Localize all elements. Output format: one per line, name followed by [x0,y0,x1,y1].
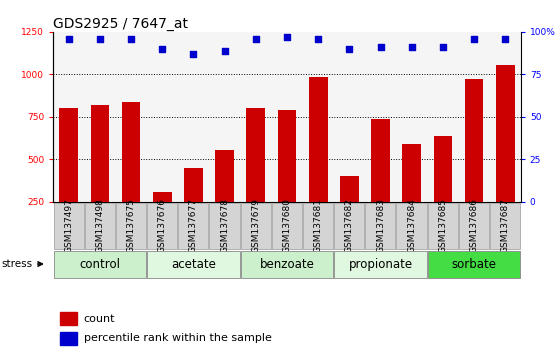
Bar [459,32,489,202]
Text: control: control [80,257,120,270]
Bar [427,32,459,202]
Text: GSM137677: GSM137677 [189,198,198,253]
Text: GSM137682: GSM137682 [345,198,354,253]
Point [345,46,354,52]
Text: GSM137680: GSM137680 [282,198,292,253]
Point [95,36,104,41]
FancyBboxPatch shape [85,203,115,249]
Text: GSM137676: GSM137676 [158,198,167,253]
Bar [365,32,396,202]
Point [438,44,447,50]
Point [282,34,291,40]
Point [127,36,136,41]
Bar [60,332,77,345]
Text: sorbate: sorbate [451,257,497,270]
Bar [60,313,77,325]
Text: GSM137681: GSM137681 [314,198,323,253]
Bar [178,32,209,202]
Bar [340,176,359,202]
FancyBboxPatch shape [241,203,271,249]
Bar [240,32,272,202]
FancyBboxPatch shape [428,203,458,249]
Text: acetate: acetate [171,257,216,270]
Bar [184,168,203,202]
Bar [489,32,521,202]
Bar [59,108,78,202]
Text: GSM137684: GSM137684 [407,198,416,253]
FancyBboxPatch shape [396,203,427,249]
Text: benzoate: benzoate [260,257,314,270]
Text: GSM137497: GSM137497 [64,198,73,253]
FancyBboxPatch shape [209,203,240,249]
Bar [278,110,296,202]
FancyBboxPatch shape [428,251,520,279]
Bar [465,79,483,202]
Bar [246,108,265,202]
Bar [91,105,109,202]
Point [189,51,198,57]
FancyBboxPatch shape [334,251,427,279]
Bar [334,32,365,202]
Bar [496,65,515,202]
Point [376,44,385,50]
FancyBboxPatch shape [54,203,84,249]
Text: stress: stress [1,259,42,269]
Text: GSM137683: GSM137683 [376,198,385,253]
Point [158,46,167,52]
Bar [302,32,334,202]
Bar [272,32,302,202]
FancyBboxPatch shape [147,203,178,249]
Bar [122,102,141,202]
Bar [402,144,421,202]
Bar [371,119,390,202]
Text: GSM137678: GSM137678 [220,198,229,253]
Text: propionate: propionate [348,257,413,270]
Bar [215,150,234,202]
Bar [209,32,240,202]
Bar [396,32,427,202]
Text: GSM137685: GSM137685 [438,198,447,253]
Text: GDS2925 / 7647_at: GDS2925 / 7647_at [53,17,188,31]
Point [314,36,323,41]
Bar [433,136,452,202]
FancyBboxPatch shape [241,251,333,279]
Text: GSM137675: GSM137675 [127,198,136,253]
FancyBboxPatch shape [365,203,395,249]
FancyBboxPatch shape [147,251,240,279]
FancyBboxPatch shape [178,203,208,249]
Bar [53,32,85,202]
Text: GSM137686: GSM137686 [469,198,479,253]
Text: count: count [83,314,115,324]
Text: GSM137687: GSM137687 [501,198,510,253]
Text: GSM137679: GSM137679 [251,198,260,253]
Text: GSM137498: GSM137498 [95,198,105,253]
Bar [115,32,147,202]
Point [251,36,260,41]
Point [407,44,416,50]
Bar [147,32,178,202]
Point [220,48,229,53]
FancyBboxPatch shape [303,203,333,249]
FancyBboxPatch shape [459,203,489,249]
FancyBboxPatch shape [116,203,146,249]
Point [64,36,73,41]
Point [501,36,510,41]
Text: percentile rank within the sample: percentile rank within the sample [83,333,272,343]
Point [469,36,478,41]
FancyBboxPatch shape [54,251,146,279]
FancyBboxPatch shape [272,203,302,249]
Bar [309,77,328,202]
FancyBboxPatch shape [490,203,520,249]
Bar [85,32,115,202]
FancyBboxPatch shape [334,203,365,249]
Bar [153,192,172,202]
